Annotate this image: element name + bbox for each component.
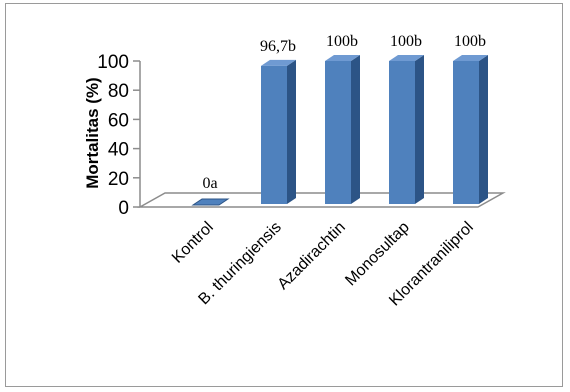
bar xyxy=(453,55,488,204)
y-tick-label: 20 xyxy=(108,169,129,190)
bar xyxy=(261,59,296,205)
bar-top xyxy=(325,55,360,61)
bar-front xyxy=(261,65,287,205)
bar-front xyxy=(389,61,415,204)
bar-flat xyxy=(191,198,230,206)
chart-bars xyxy=(191,55,488,206)
x-tick-label: Kontrol xyxy=(169,219,217,267)
bar-front xyxy=(453,61,479,204)
chart-axes: 0 20 40 60 80 100 xyxy=(97,52,506,219)
y-tick-label: 0 xyxy=(118,198,129,219)
data-label: 96,7b xyxy=(260,38,296,55)
y-axis-label: Mortalitas (%) xyxy=(83,77,102,188)
data-label: 100b xyxy=(454,33,486,50)
bar-side xyxy=(287,59,296,205)
bar xyxy=(191,198,230,206)
bar-top xyxy=(389,55,424,61)
bar xyxy=(389,55,424,204)
bar-top xyxy=(261,59,296,66)
data-label: 0a xyxy=(202,175,217,192)
data-label: 100b xyxy=(326,33,358,50)
chart-floor xyxy=(137,192,506,208)
y-tick-label: 100 xyxy=(97,52,129,73)
bar-side xyxy=(415,55,424,204)
bar-side xyxy=(479,55,488,204)
y-tick-label: 80 xyxy=(108,81,129,102)
x-tick-label: Azadirachtin xyxy=(275,219,349,293)
x-tick-label: Monosultap xyxy=(342,219,413,290)
y-tick-label: 40 xyxy=(108,140,129,161)
bar-front xyxy=(325,61,351,204)
bar-side xyxy=(351,55,360,204)
data-label: 100b xyxy=(390,33,422,50)
y-tick-label: 60 xyxy=(108,110,129,131)
bar xyxy=(325,55,360,204)
bar-top xyxy=(453,55,488,61)
